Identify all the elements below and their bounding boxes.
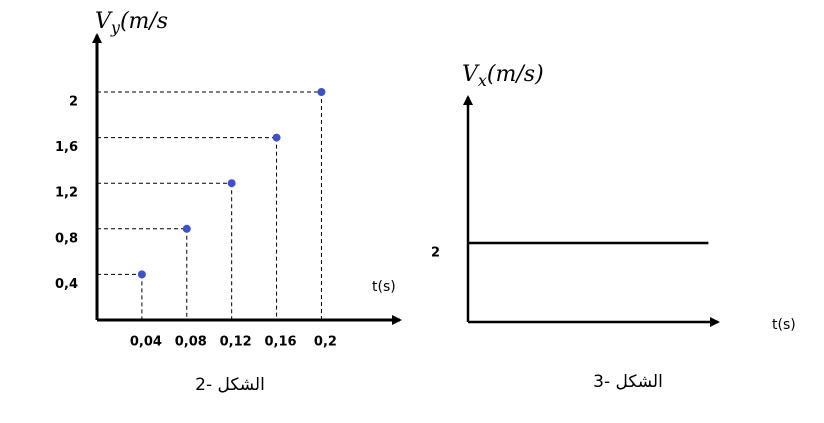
x-tick-label: 0,2 <box>314 335 337 350</box>
data-point <box>137 270 146 279</box>
y-symbol: V <box>462 62 480 87</box>
x-axis-title: t(s) <box>772 317 796 333</box>
y-tick-label: 2 <box>431 246 440 261</box>
y-subscript: x <box>478 71 487 90</box>
data-point <box>227 179 236 188</box>
y-tick-label: 2 <box>69 95 78 110</box>
y-tick-label: 0,8 <box>55 231 78 246</box>
caption: الشكل -2 <box>195 375 265 395</box>
y-tick-label: 1,2 <box>55 186 78 201</box>
x-tick-label: 0,04 <box>130 335 162 350</box>
data-point <box>272 133 281 142</box>
caption: الشكل -3 <box>593 372 663 392</box>
data-point <box>317 88 326 96</box>
x-axis-title: t(s) <box>372 279 396 295</box>
y-unit: (m/s <box>120 9 168 34</box>
x-tick-label: 0,08 <box>175 335 207 350</box>
y-axis-title: Vy(m/s <box>95 9 168 37</box>
y-symbol: V <box>95 9 113 34</box>
data-point <box>182 224 191 233</box>
x-tick-label: 0,16 <box>265 335 297 350</box>
y-subscript: y <box>110 18 121 37</box>
y-unit: (m/s) <box>487 62 544 87</box>
y-tick-label: 1,6 <box>55 140 78 155</box>
y-axis-title: Vx(m/s) <box>462 62 544 90</box>
y-tick-label: 0,4 <box>55 277 78 292</box>
x-tick-label: 0,12 <box>220 335 252 350</box>
